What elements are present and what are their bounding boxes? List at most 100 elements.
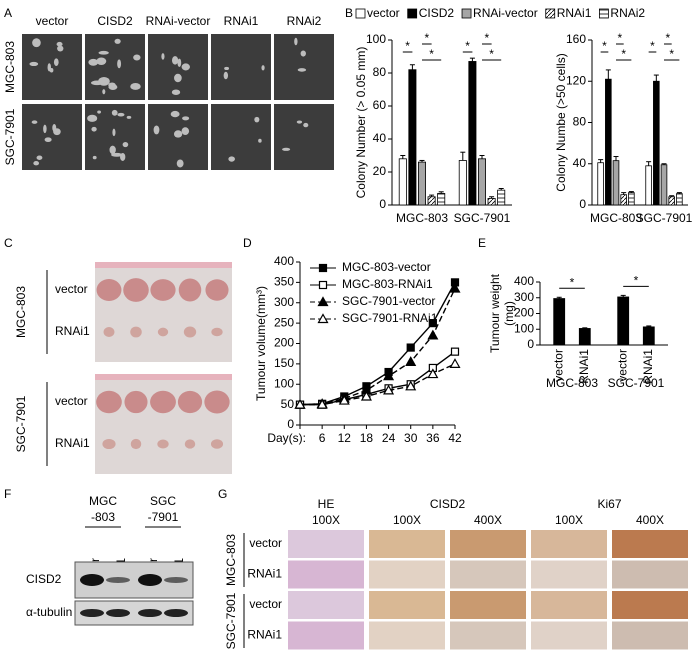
magnification-label: 100X (393, 513, 421, 527)
colony (126, 115, 132, 119)
marker (427, 368, 439, 379)
cell-line-label: MGC (89, 494, 117, 508)
magnification-label: 100X (312, 513, 340, 527)
significance-mark: * (634, 274, 639, 288)
photo (369, 621, 445, 650)
y-tick-label: 160 (566, 32, 586, 46)
colony (87, 114, 98, 122)
cell-line-label: SGC (150, 494, 176, 508)
colony (130, 83, 141, 90)
x-tick-label: 12 (338, 431, 352, 445)
bar (437, 193, 446, 206)
significance-mark: * (621, 47, 626, 61)
colony (173, 130, 183, 138)
y-tick-label: 80 (373, 65, 387, 79)
y-tick-label: 40 (373, 131, 387, 145)
photo (288, 621, 364, 650)
band (80, 574, 104, 586)
row-label: vector (55, 282, 88, 296)
legend-swatch (599, 8, 609, 19)
y-tick-label: 50 (281, 397, 295, 411)
column-label: vector (36, 14, 69, 28)
error-bar (628, 191, 634, 193)
y-axis-label: Tumour weight (488, 273, 502, 353)
protein-label: α-tubulin (26, 605, 72, 619)
colony (174, 73, 182, 83)
colony (32, 38, 41, 48)
y-tick-label: 20 (373, 164, 387, 178)
tumour (211, 327, 223, 337)
marker (406, 343, 415, 352)
colony (98, 50, 109, 55)
band (106, 577, 130, 583)
photo (288, 530, 364, 558)
photo (22, 34, 82, 100)
bar (660, 164, 668, 206)
error-bar (460, 151, 466, 161)
legend-swatch (461, 8, 472, 19)
colony (176, 159, 184, 168)
group-label: MGC-803 (14, 286, 28, 338)
colony (53, 58, 59, 67)
y-axis-label: (mg) (502, 301, 516, 326)
colony (56, 41, 63, 47)
error-bar (556, 296, 562, 299)
x-tick-label: 6 (319, 431, 326, 445)
error-bar (582, 327, 588, 329)
colony (133, 54, 141, 61)
colony (44, 137, 52, 143)
photo (369, 560, 445, 589)
x-tick-label: 24 (382, 431, 396, 445)
bar (668, 196, 675, 206)
y-tick-label: 100 (366, 32, 386, 46)
stain-label: Ki67 (597, 497, 621, 511)
error-bar (676, 192, 682, 194)
colony (181, 127, 190, 135)
stain-label: HE (318, 497, 335, 511)
significance-mark: * (424, 31, 429, 45)
photo (450, 560, 526, 589)
photo (612, 621, 688, 650)
ruler (95, 262, 232, 268)
photo (211, 104, 271, 170)
colony (112, 128, 116, 137)
colony (91, 126, 97, 132)
significance-mark: * (666, 31, 671, 45)
colony (161, 53, 165, 60)
bar (642, 326, 655, 346)
colony (109, 145, 116, 155)
line (299, 288, 456, 406)
photo (531, 621, 607, 650)
marker (383, 384, 395, 395)
tumour (96, 279, 122, 301)
tumour (150, 390, 176, 414)
row-label: RNAi1 (247, 567, 282, 581)
bar-label: RNAi1 (641, 349, 655, 384)
y-axis-label: Colony Numbe (>50 cells) (554, 53, 568, 191)
row-label: RNAi1 (55, 324, 90, 338)
significance-mark: * (465, 39, 470, 53)
error-bar (598, 159, 604, 163)
legend-label: RNAi2 (610, 6, 645, 20)
y-tick-label: 80 (573, 115, 587, 129)
tumour (205, 279, 229, 301)
category-label: SGC-7901 (454, 211, 511, 225)
category-label: MGC-803 (590, 211, 642, 225)
significance-mark: * (570, 275, 575, 289)
panel-letter: F (4, 487, 11, 501)
photo (95, 262, 232, 362)
colony (181, 63, 190, 71)
band (80, 609, 104, 617)
magnification-label: 400X (474, 513, 502, 527)
colony (31, 120, 38, 124)
error-bar (429, 194, 435, 197)
legend-label: RNAi-vector (473, 6, 538, 20)
marker (317, 296, 329, 307)
magnification-label: 400X (636, 513, 664, 527)
marker (338, 394, 350, 405)
photo (531, 560, 607, 589)
error-bar (419, 159, 425, 163)
colony (117, 112, 125, 117)
colony (171, 89, 181, 95)
tumour (157, 327, 169, 337)
